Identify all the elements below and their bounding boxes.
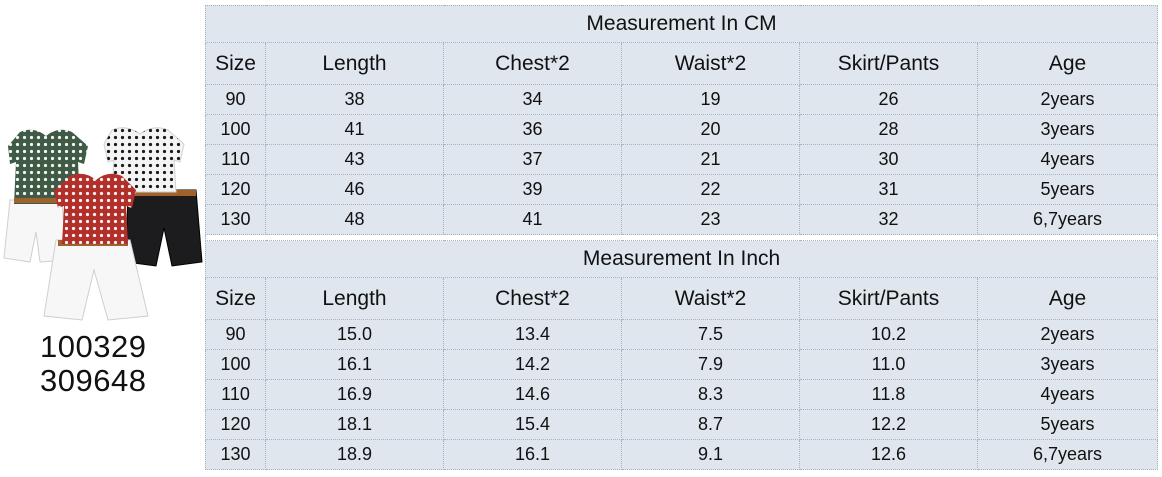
- header-row: Size Length Chest*2 Waist*2 Skirt/Pants …: [205, 277, 1159, 320]
- table-cell: 48: [265, 204, 444, 235]
- table-cell: 5years: [976, 409, 1159, 440]
- table-row: 130 48 41 23 32 6,7years: [205, 204, 1159, 235]
- table-cell: 12.6: [799, 439, 978, 470]
- table-cell: 15.4: [443, 409, 622, 440]
- table-cell: 31: [799, 174, 978, 205]
- size-chart: Measurement In CM Size Length Chest*2 Wa…: [204, 5, 1159, 470]
- column-header: Skirt/Pants: [799, 277, 978, 320]
- table-row: 120 46 39 22 31 5years: [205, 174, 1159, 205]
- white-shorts-front: [43, 239, 149, 321]
- table-row: 90 38 34 19 26 2years: [205, 84, 1159, 115]
- table-cell: 15.0: [265, 319, 444, 350]
- table-cell: 11.8: [799, 379, 978, 410]
- table-cell: 110: [205, 144, 266, 175]
- table-cell: 22: [621, 174, 800, 205]
- size-table: Measurement In CM Size Length Chest*2 Wa…: [204, 5, 1159, 470]
- table-cell: 46: [265, 174, 444, 205]
- column-header: Waist*2: [621, 42, 800, 85]
- table-cell: 100: [205, 349, 266, 380]
- table-cell: 18.1: [265, 409, 444, 440]
- table-cell: 7.9: [621, 349, 800, 380]
- table-cell: 21: [621, 144, 800, 175]
- table-cell: 36: [443, 114, 622, 145]
- table-cell: 13.4: [443, 319, 622, 350]
- table-cell: 37: [443, 144, 622, 175]
- table-cell: 8.3: [621, 379, 800, 410]
- table-cell: 16.9: [265, 379, 444, 410]
- table-cell: 5years: [976, 174, 1159, 205]
- table-cell: 90: [205, 319, 266, 350]
- table-cell: 6,7years: [976, 439, 1159, 470]
- black-shorts: [125, 189, 203, 267]
- white-polka-top: [103, 127, 185, 193]
- white-shorts-left: [3, 199, 67, 263]
- table-cell: 19: [621, 84, 800, 115]
- table-cell: 3years: [976, 114, 1159, 145]
- column-header: Age: [976, 42, 1159, 85]
- table-row: 130 18.9 16.1 9.1 12.6 6,7years: [205, 439, 1159, 470]
- table-row: 90 15.0 13.4 7.5 10.2 2years: [205, 319, 1159, 350]
- column-header: Waist*2: [621, 277, 800, 320]
- table-cell: 7.5: [621, 319, 800, 350]
- table-cell: 32: [799, 204, 978, 235]
- table-cell: 23: [621, 204, 800, 235]
- table-cell: 39: [443, 174, 622, 205]
- table-cell: 130: [205, 204, 266, 235]
- table-cell: 26: [799, 84, 978, 115]
- product-codes: 100329 309648: [40, 330, 205, 398]
- column-header: Chest*2: [443, 277, 622, 320]
- column-header: Length: [265, 42, 444, 85]
- table-cell: 43: [265, 144, 444, 175]
- table-row: 120 18.1 15.4 8.7 12.2 5years: [205, 409, 1159, 440]
- product-code: 100329: [40, 329, 147, 364]
- column-header: Chest*2: [443, 42, 622, 85]
- table-cell: 30: [799, 144, 978, 175]
- column-header: Size: [205, 277, 266, 320]
- product-photo: [3, 127, 203, 321]
- table-cell: 18.9: [265, 439, 444, 470]
- table-cell: 11.0: [799, 349, 978, 380]
- table-cell: 14.6: [443, 379, 622, 410]
- column-header: Age: [976, 277, 1159, 320]
- table-cell: 9.1: [621, 439, 800, 470]
- column-header: Size: [205, 42, 266, 85]
- column-header: Skirt/Pants: [799, 42, 978, 85]
- table-cell: 3years: [976, 349, 1159, 380]
- table-cell: 14.2: [443, 349, 622, 380]
- table-cell: 2years: [976, 84, 1159, 115]
- table-cell: 110: [205, 379, 266, 410]
- table-cell: 16.1: [265, 349, 444, 380]
- table-cell: 12.2: [799, 409, 978, 440]
- column-header: Length: [265, 277, 444, 320]
- table-cell: 20: [621, 114, 800, 145]
- table-row: 110 43 37 21 30 4years: [205, 144, 1159, 175]
- table-cell: 8.7: [621, 409, 800, 440]
- table-cell: 120: [205, 409, 266, 440]
- table-cell: 10.2: [799, 319, 978, 350]
- table-cell: 34: [443, 84, 622, 115]
- table-cell: 28: [799, 114, 978, 145]
- table-cell: 4years: [976, 379, 1159, 410]
- table-row: 100 16.1 14.2 7.9 11.0 3years: [205, 349, 1159, 380]
- table-cell: 120: [205, 174, 266, 205]
- table-cell: 100: [205, 114, 266, 145]
- table-title-cm: Measurement In CM: [204, 5, 1159, 43]
- table-cell: 16.1: [443, 439, 622, 470]
- product-panel: 100329 309648: [0, 0, 205, 477]
- table-cell: 2years: [976, 319, 1159, 350]
- product-code: 309648: [40, 363, 147, 398]
- table-cell: 4years: [976, 144, 1159, 175]
- header-row: Size Length Chest*2 Waist*2 Skirt/Pants …: [205, 42, 1159, 85]
- table-title-inch: Measurement In Inch: [204, 240, 1159, 278]
- table-row: 100 41 36 20 28 3years: [205, 114, 1159, 145]
- red-polka-top: [54, 173, 136, 244]
- table-cell: 6,7years: [976, 204, 1159, 235]
- table-cell: 41: [265, 114, 444, 145]
- table-cell: 38: [265, 84, 444, 115]
- table-cell: 90: [205, 84, 266, 115]
- table-row: 110 16.9 14.6 8.3 11.8 4years: [205, 379, 1159, 410]
- table-cell: 130: [205, 439, 266, 470]
- table-cell: 41: [443, 204, 622, 235]
